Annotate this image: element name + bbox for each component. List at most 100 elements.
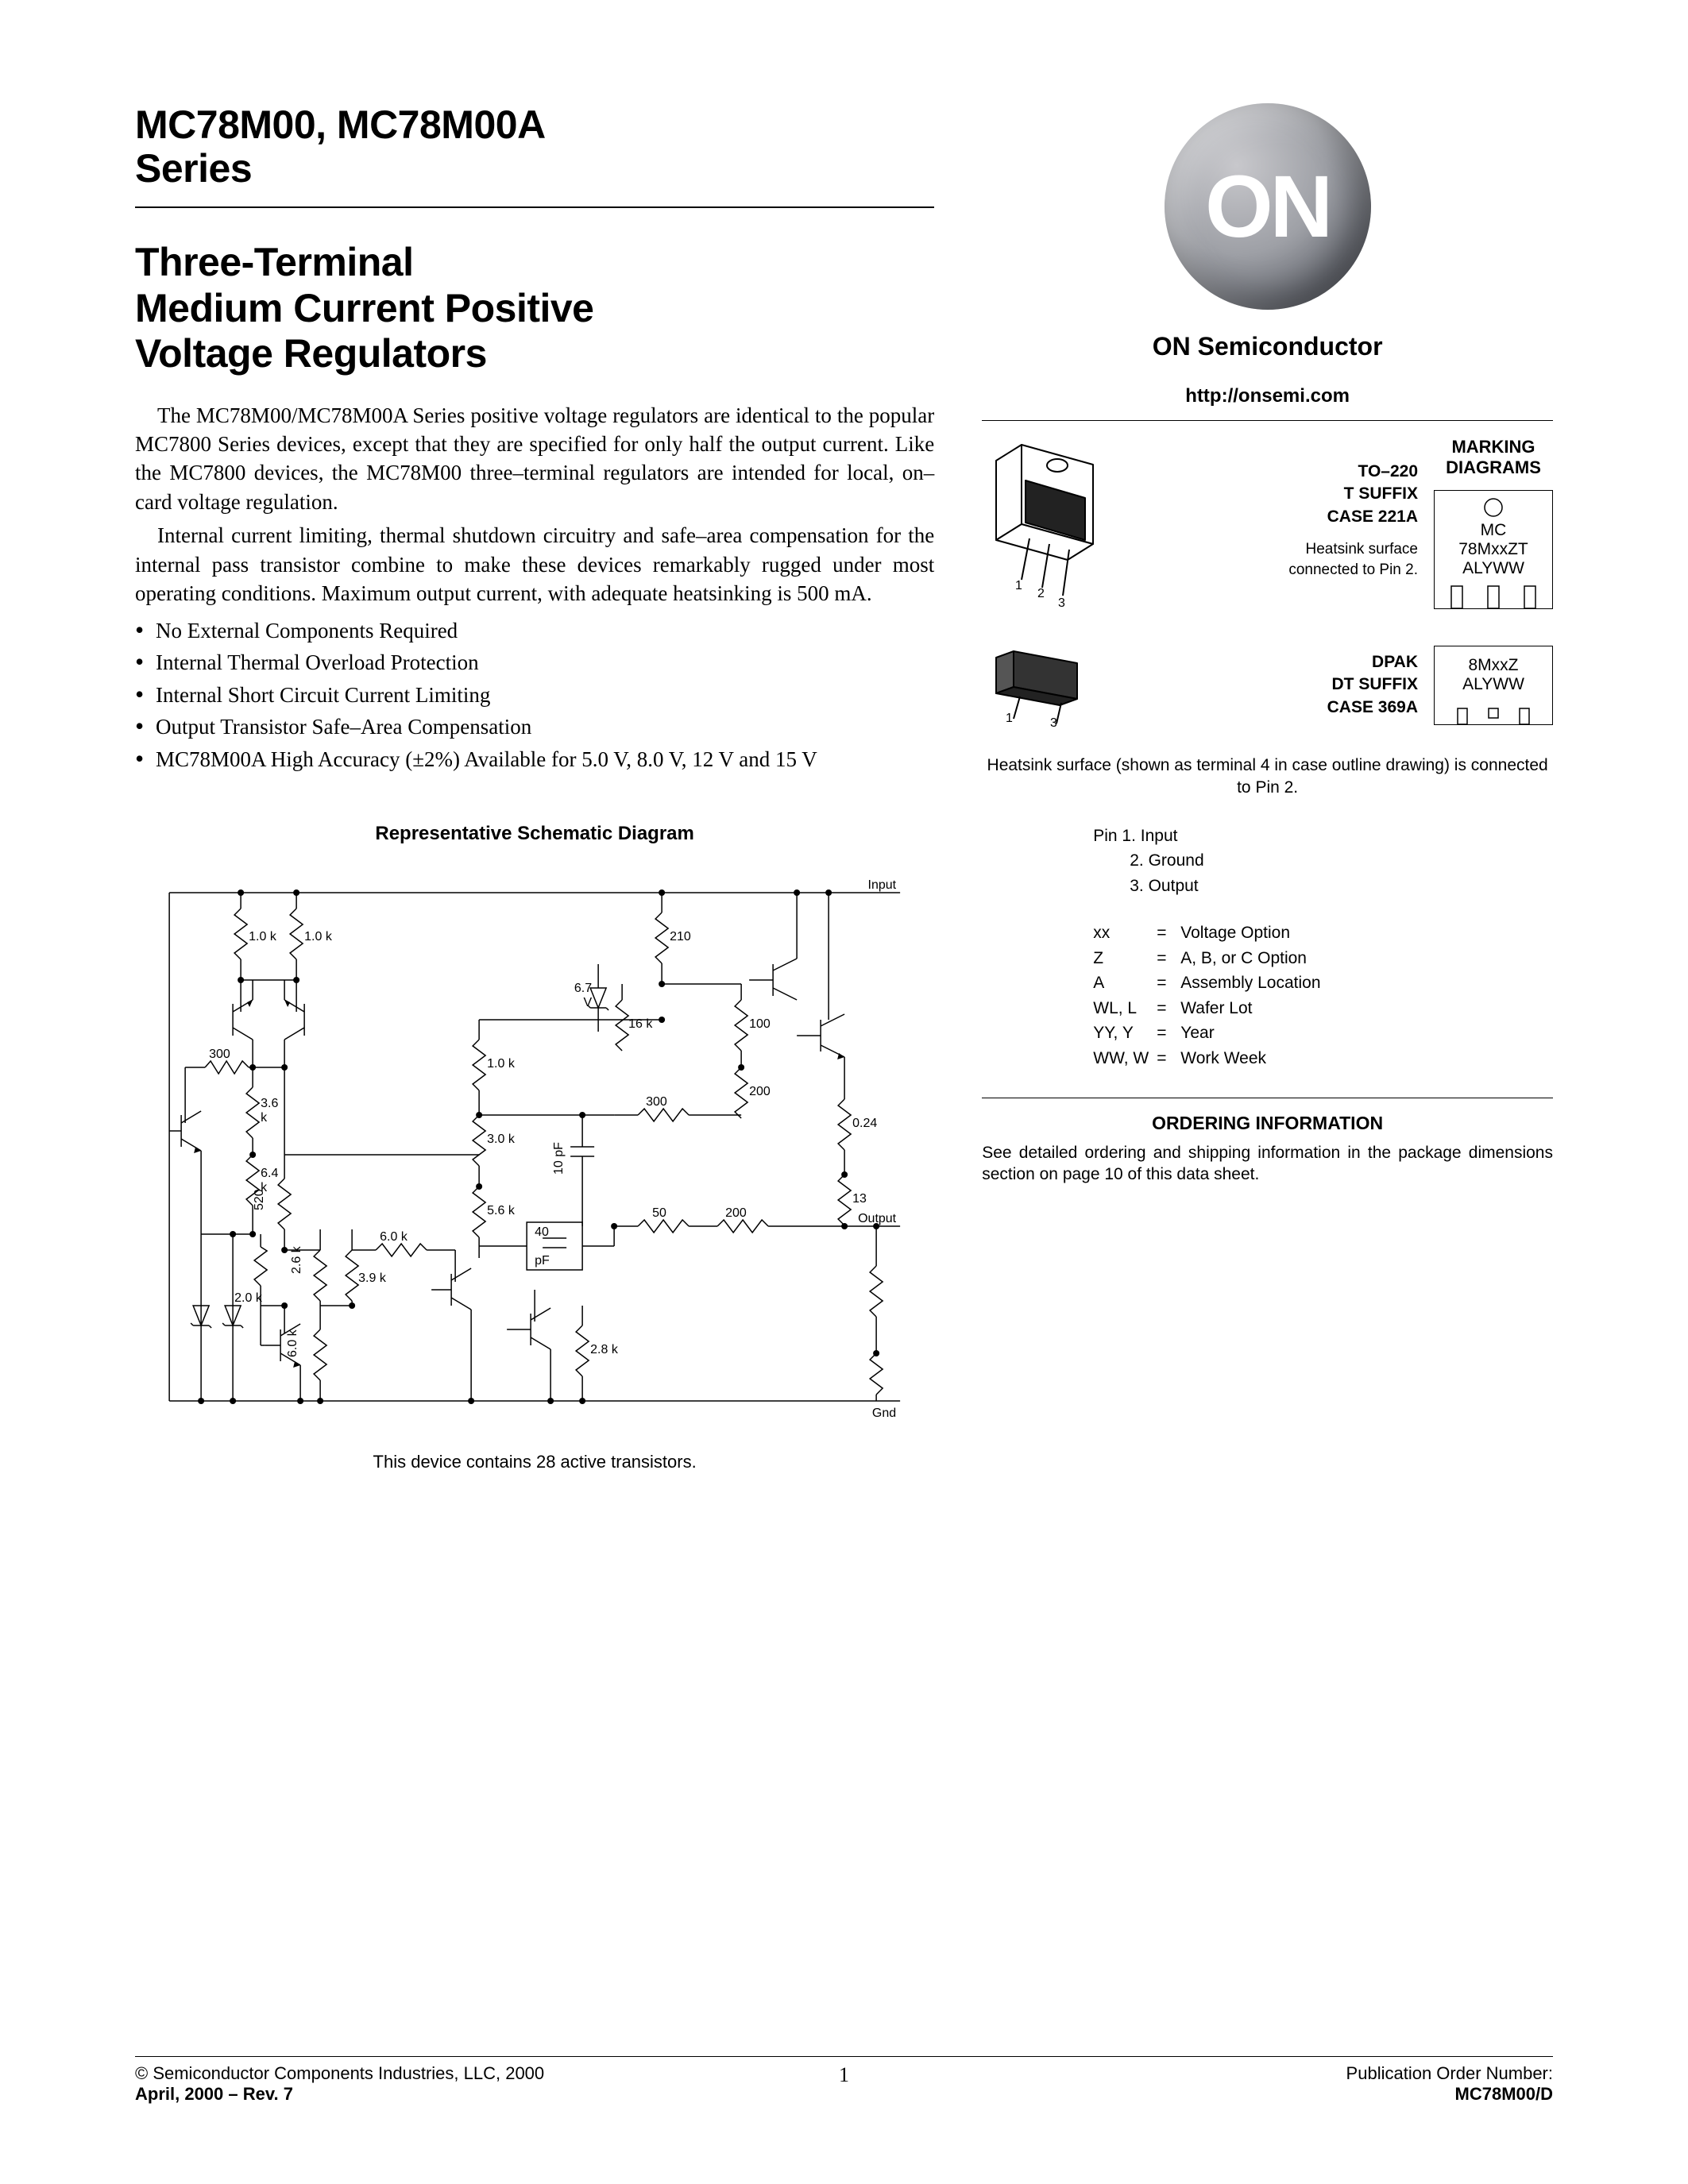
schematic-heading: Representative Schematic Diagram (135, 823, 934, 845)
svg-text:300: 300 (646, 1095, 667, 1109)
pin-row: 3. Output (1093, 874, 1553, 899)
svg-text:5.6 k: 5.6 k (487, 1204, 516, 1217)
svg-text:0.24: 0.24 (852, 1117, 877, 1130)
feature-list: No External Components Required Internal… (135, 615, 934, 776)
pub-label: Publication Order Number: (1346, 2063, 1553, 2083)
dpak-marking: 8MxxZ ALYWW (1434, 646, 1553, 725)
svg-text:50: 50 (652, 1206, 666, 1220)
marking-line: MC (1435, 521, 1552, 540)
svg-text:200: 200 (725, 1206, 747, 1220)
to220-name: TO–220 (1141, 461, 1418, 483)
dpak-suffix: DT SUFFIX (1117, 673, 1418, 696)
legend-row: xx=Voltage Option (1093, 920, 1553, 946)
svg-text:40: 40 (535, 1225, 549, 1239)
logo-block: ON ON Semiconductor http://onsemi.com (982, 103, 1553, 407)
svg-text:2: 2 (1037, 587, 1045, 600)
svg-text:6.0 k: 6.0 k (380, 1230, 408, 1244)
to220-labels: TO–220 T SUFFIX CASE 221A Heatsink surfa… (1141, 437, 1418, 580)
svg-text:100: 100 (749, 1017, 771, 1031)
to220-note: Heatsink surfaceconnected to Pin 2. (1141, 539, 1418, 580)
marking-line: ALYWW (1435, 675, 1552, 694)
to220-row: 1 2 3 TO–220 T SUFFIX CASE 221A Heatsink… (982, 437, 1553, 615)
product-title-line2: Medium Current Positive (135, 286, 594, 330)
company-name: ON Semiconductor (982, 332, 1553, 361)
svg-text:3.6: 3.6 (261, 1097, 278, 1110)
dpak-case: CASE 369A (1117, 696, 1418, 719)
svg-text:300: 300 (209, 1048, 230, 1061)
on-logo-icon: ON (1165, 103, 1371, 310)
svg-text:210: 210 (670, 930, 691, 943)
svg-text:2.0 k: 2.0 k (234, 1291, 263, 1305)
series-title-line1: MC78M00, MC78M00A (135, 102, 546, 147)
pin-row: Pin 1. Input (1093, 824, 1553, 849)
svg-text:520: 520 (253, 1189, 266, 1210)
svg-text:3.0 k: 3.0 k (487, 1133, 516, 1146)
footer-left: © Semiconductor Components Industries, L… (135, 2063, 544, 2105)
page-number: 1 (839, 2063, 849, 2087)
dpak-labels: DPAK DT SUFFIX CASE 369A (1117, 651, 1418, 719)
svg-text:13: 13 (852, 1192, 867, 1206)
left-column: MC78M00, MC78M00A Series Three-Terminal … (135, 103, 934, 1472)
feature-item: MC78M00A High Accuracy (±2%) Available f… (135, 743, 934, 776)
svg-text:1.0 k: 1.0 k (249, 930, 277, 943)
dpak-name: DPAK (1117, 651, 1418, 673)
logo-text: ON (1205, 156, 1330, 257)
marking-heading: MARKINGDIAGRAMS (1434, 437, 1553, 479)
pin-list: Pin 1. Input 2. Ground 3. Output (1093, 824, 1553, 899)
product-title-line1: Three-Terminal (135, 240, 414, 284)
feature-item: No External Components Required (135, 615, 934, 647)
svg-text:1.0 k: 1.0 k (487, 1057, 516, 1071)
package-section: 1 2 3 TO–220 T SUFFIX CASE 221A Heatsink… (982, 437, 1553, 1186)
series-title-line2: Series (135, 146, 252, 191)
dpak-drawing: 1 3 (982, 639, 1101, 731)
svg-text:V: V (583, 996, 592, 1009)
legend-row: A=Assembly Location (1093, 970, 1553, 996)
legend-row: WW, W=Work Week (1093, 1046, 1553, 1071)
to220-suffix: T SUFFIX (1141, 483, 1418, 505)
svg-text:2.8 k: 2.8 k (590, 1343, 619, 1356)
svg-text:3: 3 (1058, 596, 1065, 610)
series-title: MC78M00, MC78M00A Series (135, 103, 934, 191)
svg-text:6.7: 6.7 (574, 982, 592, 995)
feature-item: Internal Thermal Overload Protection (135, 646, 934, 679)
description-para1: The MC78M00/MC78M00A Series positive vol… (135, 401, 934, 517)
page-footer: © Semiconductor Components Industries, L… (135, 2056, 1553, 2105)
ordering-heading: ORDERING INFORMATION (982, 1113, 1553, 1134)
schematic-caption: This device contains 28 active transisto… (135, 1452, 934, 1472)
pin-row: 2. Ground (1093, 848, 1553, 874)
legend-list: xx=Voltage Option Z=A, B, or C Option A=… (1093, 920, 1553, 1071)
to220-drawing: 1 2 3 (982, 437, 1125, 615)
product-title-line3: Voltage Regulators (135, 331, 487, 376)
description-para2: Internal current limiting, thermal shutd… (135, 521, 934, 608)
svg-text:1: 1 (1015, 579, 1022, 592)
divider (982, 420, 1553, 421)
heatsink-note: Heatsink surface (shown as terminal 4 in… (982, 754, 1553, 800)
marking-line: 78MxxZT (1435, 540, 1552, 559)
to220-marking: MARKINGDIAGRAMS MC 78MxxZT ALYWW (1434, 437, 1553, 609)
legend-row: YY, Y=Year (1093, 1021, 1553, 1046)
feature-item: Output Transistor Safe–Area Compensation (135, 711, 934, 743)
svg-text:k: k (261, 1111, 268, 1125)
right-column: ON ON Semiconductor http://onsemi.com (982, 103, 1553, 1472)
svg-text:6.4: 6.4 (261, 1167, 278, 1180)
product-title: Three-Terminal Medium Current Positive V… (135, 240, 934, 377)
marking-line: 8MxxZ (1435, 656, 1552, 675)
svg-text:Gnd: Gnd (872, 1406, 896, 1420)
legend-row: Z=A, B, or C Option (1093, 946, 1553, 971)
to220-case: CASE 221A (1141, 506, 1418, 528)
marking-line: ALYWW (1435, 559, 1552, 578)
svg-text:Input: Input (868, 878, 897, 892)
date-rev: April, 2000 – Rev. 7 (135, 2084, 293, 2104)
company-url[interactable]: http://onsemi.com (982, 385, 1553, 407)
footer-right: Publication Order Number: MC78M00/D (1346, 2063, 1553, 2105)
svg-text:1.0 k: 1.0 k (304, 930, 333, 943)
svg-text:200: 200 (749, 1085, 771, 1098)
divider (135, 206, 934, 208)
legend-row: WL, L=Wafer Lot (1093, 996, 1553, 1021)
pub-number: MC78M00/D (1455, 2084, 1553, 2104)
svg-text:1: 1 (1006, 712, 1013, 725)
feature-item: Internal Short Circuit Current Limiting (135, 679, 934, 712)
svg-text:10 pF: 10 pF (552, 1142, 566, 1175)
svg-text:6.0 k: 6.0 k (286, 1329, 299, 1357)
svg-text:3: 3 (1050, 716, 1057, 727)
